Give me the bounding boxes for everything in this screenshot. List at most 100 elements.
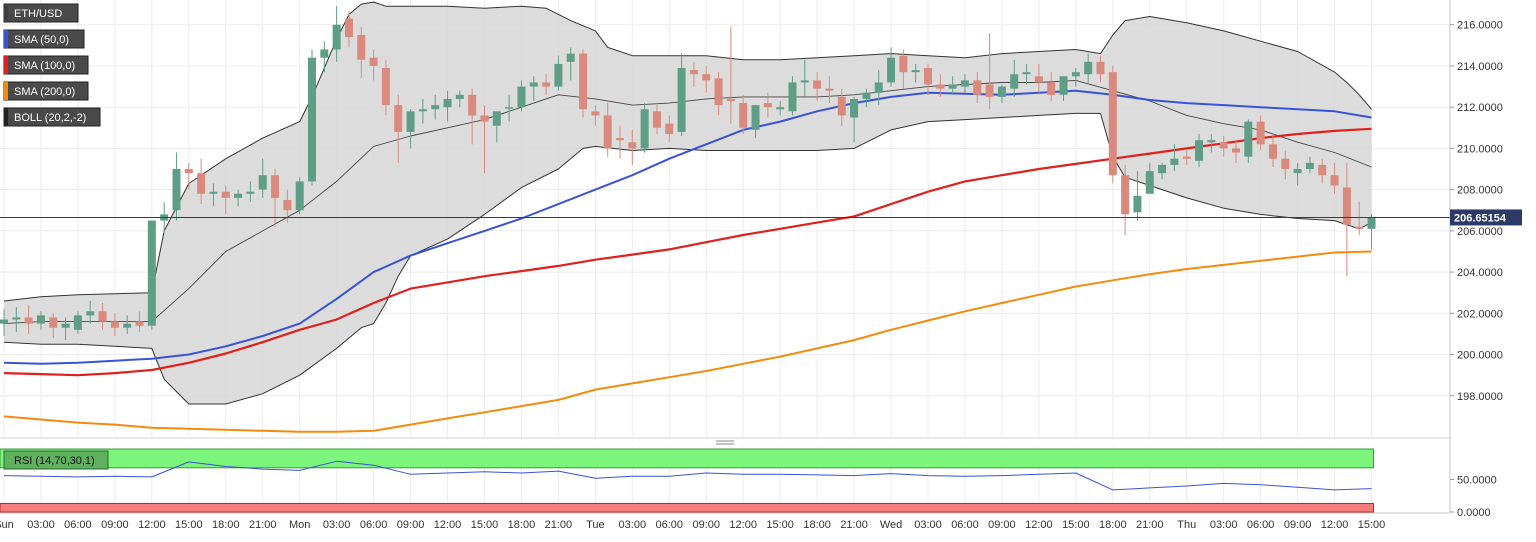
candle-body <box>1047 82 1056 95</box>
price-tick-label: 216.0000 <box>1457 20 1503 32</box>
time-tick-label: 09:00 <box>988 519 1016 531</box>
candle-up <box>36 311 45 330</box>
candle-down <box>197 158 206 205</box>
candle-down <box>739 94 748 134</box>
candle-up <box>234 189 243 207</box>
candle-body <box>49 317 58 328</box>
candle-body <box>517 86 526 108</box>
candle-body <box>147 220 156 326</box>
candle-body <box>369 57 378 66</box>
candle-body <box>1207 140 1216 143</box>
candle-body <box>98 311 107 322</box>
legend-item[interactable]: SMA (200,0) <box>3 81 89 101</box>
price-tick-label: 208.0000 <box>1457 185 1503 197</box>
candle-up <box>246 181 255 203</box>
candle-up <box>960 74 969 93</box>
candle-body <box>61 323 70 328</box>
candle-body <box>1096 61 1105 75</box>
candle-body <box>1268 144 1277 159</box>
candle-down <box>702 65 711 93</box>
candle-up <box>418 98 427 124</box>
candle-up <box>529 76 538 102</box>
candle-up <box>1071 68 1080 87</box>
candle-body <box>911 70 920 73</box>
last-price-tag <box>1450 209 1522 226</box>
candle-body <box>246 191 255 194</box>
candle-up <box>1133 171 1142 221</box>
candle-down <box>924 63 932 95</box>
candle-down <box>689 61 698 87</box>
time-tick-label: 12:00 <box>138 519 166 531</box>
candle-body <box>763 103 772 108</box>
candle-up <box>751 105 760 139</box>
time-axis[interactable]: Sun 03:00 06:00 09:00 12:00 15:00 18:00 21:00 Mo… <box>0 512 1450 531</box>
rsi-legend-label: RSI (14,70,30,1) <box>14 455 95 467</box>
candle-body <box>344 18 353 38</box>
candle-down <box>357 26 366 79</box>
candle-up <box>492 111 501 143</box>
price-tick-label: 200.0000 <box>1457 350 1503 362</box>
candle-up <box>505 94 514 122</box>
candle-body <box>1256 121 1265 145</box>
candle-up <box>566 47 575 81</box>
candle-down <box>985 32 994 110</box>
legend-color-swatch <box>4 56 8 74</box>
time-tick-label: 03:00 <box>323 519 351 531</box>
candle-up <box>406 109 415 149</box>
legend-item[interactable]: SMA (50,0) <box>3 29 85 49</box>
candle-body <box>320 49 329 58</box>
legend-item[interactable]: ETH/USD <box>3 3 79 23</box>
candle-body <box>1318 164 1327 176</box>
candle-up <box>431 94 440 120</box>
legend-color-swatch <box>4 108 8 126</box>
time-tick-label: 03:00 <box>27 519 55 531</box>
rsi-line <box>3 460 1372 491</box>
indicator-legend[interactable]: ETH/USD SMA (50,0) SMA (100,0) SMA (200,0) B… <box>3 3 101 127</box>
candle-body <box>221 191 230 198</box>
legend-item[interactable]: SMA (100,0) <box>3 55 89 75</box>
candle-body <box>36 315 45 324</box>
candle-body <box>887 57 896 83</box>
candle-up <box>1305 156 1314 174</box>
candle-body <box>283 199 292 211</box>
pane-divider[interactable] <box>0 437 1450 445</box>
time-tick-label: 03:00 <box>1210 519 1238 531</box>
candle-down <box>98 303 107 330</box>
candle-up <box>123 315 132 334</box>
bollinger-upper-line <box>3 1 1372 302</box>
candle-body <box>1342 187 1351 225</box>
candle-down <box>468 88 477 145</box>
candle-down <box>542 74 551 95</box>
rsi-oversold-zone <box>0 503 1375 513</box>
candle-down <box>110 313 119 336</box>
candle-up <box>332 6 341 62</box>
candle-down <box>813 72 822 102</box>
candle-body <box>135 321 144 326</box>
candle-body <box>579 53 588 110</box>
candle-up <box>788 76 797 116</box>
candle-body <box>677 68 686 132</box>
time-tick-label: 15:00 <box>1358 519 1386 531</box>
legend-item[interactable]: BOLL (20,2,-2) <box>3 107 101 127</box>
candle-down <box>616 125 624 159</box>
time-tick-label: 03:00 <box>914 519 942 531</box>
candle-up <box>887 47 896 87</box>
price-axis[interactable]: 216.0000 214.0000 212.0000 210.0000 208.0000… <box>1449 0 1522 512</box>
time-tick-label: Mon <box>289 519 310 531</box>
candle-down <box>1219 136 1228 157</box>
candle-down <box>49 313 58 339</box>
candle-body <box>418 109 427 112</box>
candle-body <box>899 55 908 73</box>
time-tick-label: 21:00 <box>840 519 868 531</box>
candle-up <box>997 84 1006 104</box>
candle-body <box>554 63 563 87</box>
rsi-pane: 50.0000 0.0000 RSI (14,70,30,1) <box>0 448 1497 519</box>
candle-body <box>123 323 132 328</box>
candle-down <box>24 305 33 334</box>
time-tick-label: 06:00 <box>64 519 92 531</box>
candle-body <box>86 311 95 316</box>
time-tick-label: 06:00 <box>1247 519 1275 531</box>
candle-body <box>1084 61 1093 75</box>
